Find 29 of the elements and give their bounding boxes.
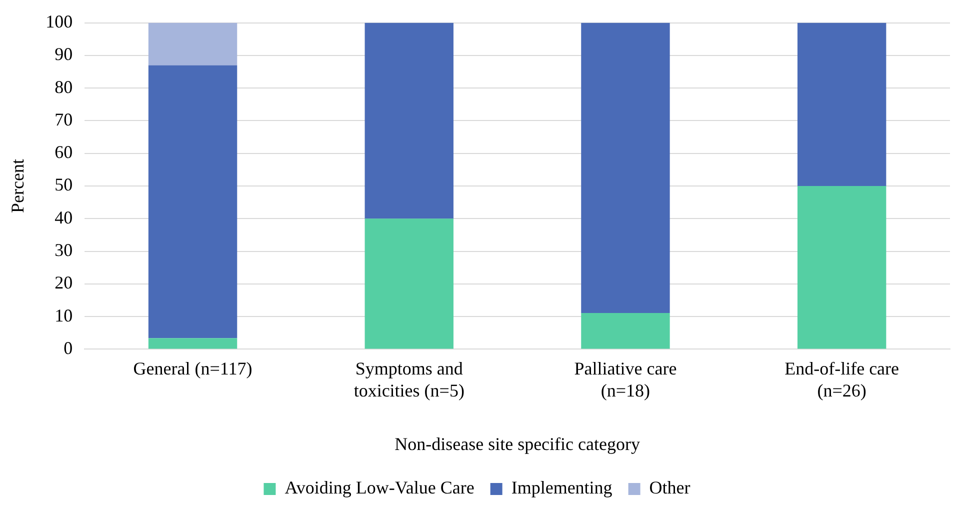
y-tick-label: 20 [54,272,73,293]
y-tick-label: 10 [54,305,73,326]
y-tick-label: 80 [54,76,73,97]
y-tick-label: 30 [54,240,73,260]
x-tick-label: Palliative care (n=18) [574,358,677,400]
bar [148,65,238,338]
bar [148,338,238,349]
x-tick-label: End-of-life care (n=26) [784,358,900,400]
y-axis-title: Percent [8,159,28,213]
bar [797,22,886,186]
x-tick-label: General (n=117) [133,358,252,379]
y-tick-label: 0 [64,338,73,358]
x-axis-title: Non-disease site specific category [394,434,640,454]
y-tick-label: 60 [54,142,73,162]
y-tick-label: 70 [54,109,73,130]
y-tick-label: 50 [54,174,73,195]
legend-label: Avoiding Low-Value Care [284,478,474,498]
bar [581,22,670,313]
bar [364,22,454,219]
bar [581,312,670,349]
y-tick-label: 40 [54,207,73,228]
bar [148,22,238,66]
y-tick-label: 100 [46,12,73,32]
bar [797,186,886,349]
x-tick-label: Symptoms and toxicities (n=5) [354,358,464,400]
bar [364,218,454,349]
legend-label: Other [649,478,690,498]
y-tick-label: 90 [54,44,73,64]
legend-label: Implementing [511,478,612,498]
